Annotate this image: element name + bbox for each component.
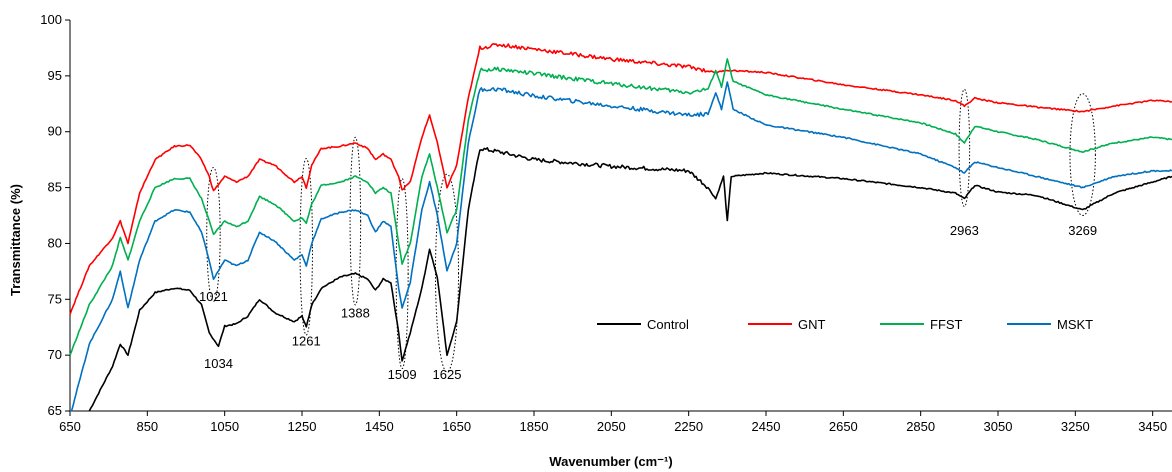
- peak-label: 1021: [199, 289, 228, 304]
- x-tick-label: 650: [59, 419, 81, 434]
- peak-label: 3269: [1068, 223, 1097, 238]
- x-tick-label: 850: [136, 419, 158, 434]
- y-tick-label: 75: [48, 291, 62, 306]
- y-tick-label: 65: [48, 403, 62, 418]
- x-tick-label: 2450: [752, 419, 781, 434]
- peak-label: 2963: [950, 223, 979, 238]
- x-tick-label: 1250: [288, 419, 317, 434]
- peak-label: 1625: [433, 367, 462, 382]
- x-tick-label: 3250: [1061, 419, 1090, 434]
- y-tick-label: 85: [48, 180, 62, 195]
- peak-ellipse: [349, 136, 362, 306]
- series-lines: [69, 42, 1172, 412]
- y-tick-label: 80: [48, 235, 62, 250]
- x-tick-label: 3050: [984, 419, 1013, 434]
- legend-label-gnt: GNT: [798, 317, 826, 332]
- series-line-control: [88, 147, 1172, 412]
- x-tick-label: 3450: [1138, 419, 1167, 434]
- x-tick-label: 1650: [442, 419, 471, 434]
- peak-label: 1509: [388, 367, 417, 382]
- series-line-mskt: [70, 81, 1172, 412]
- y-tick-label: 70: [48, 347, 62, 362]
- peak-label: 1388: [341, 306, 370, 321]
- y-tick-label: 95: [48, 68, 62, 83]
- series-line-ffst: [69, 58, 1172, 356]
- x-axis-ticks: 650 850 1050 1250 1450 1650 1850 2050 2250 2450 26…: [59, 411, 1167, 434]
- y-tick-label: 100: [40, 12, 62, 27]
- x-tick-label: 2850: [906, 419, 935, 434]
- peak-ellipse: [1069, 93, 1096, 216]
- x-tick-label: 1850: [520, 419, 549, 434]
- peak-ellipse: [299, 158, 313, 336]
- peak-annotations: 1021 1034 1261 1388 1509 1625 2963 3269: [199, 88, 1097, 382]
- y-tick-label: 90: [48, 124, 62, 139]
- x-tick-label: 2650: [829, 419, 858, 434]
- series-line-gnt: [69, 42, 1172, 315]
- y-axis-ticks: 65 70 75 80 85 90 95 100: [40, 12, 70, 418]
- y-axis-title: Transmittance (%): [8, 184, 23, 296]
- peak-ellipse: [434, 173, 460, 373]
- legend-label-control: Control: [647, 317, 689, 332]
- x-tick-label: 1050: [210, 419, 239, 434]
- peak-ellipse: [206, 166, 221, 303]
- x-axis-title: Wavenumber (cm⁻¹): [549, 454, 672, 469]
- x-tick-label: 2250: [674, 419, 703, 434]
- peak-label: 1034: [204, 356, 233, 371]
- legend: Control GNT FFST MSKT: [597, 317, 1093, 332]
- peak-label: 1261: [292, 334, 321, 349]
- legend-label-ffst: FFST: [930, 317, 963, 332]
- x-tick-label: 1450: [365, 419, 394, 434]
- legend-label-mskt: MSKT: [1057, 317, 1093, 332]
- x-tick-label: 2050: [597, 419, 626, 434]
- axes: [69, 20, 1172, 412]
- peak-ellipse: [395, 178, 409, 370]
